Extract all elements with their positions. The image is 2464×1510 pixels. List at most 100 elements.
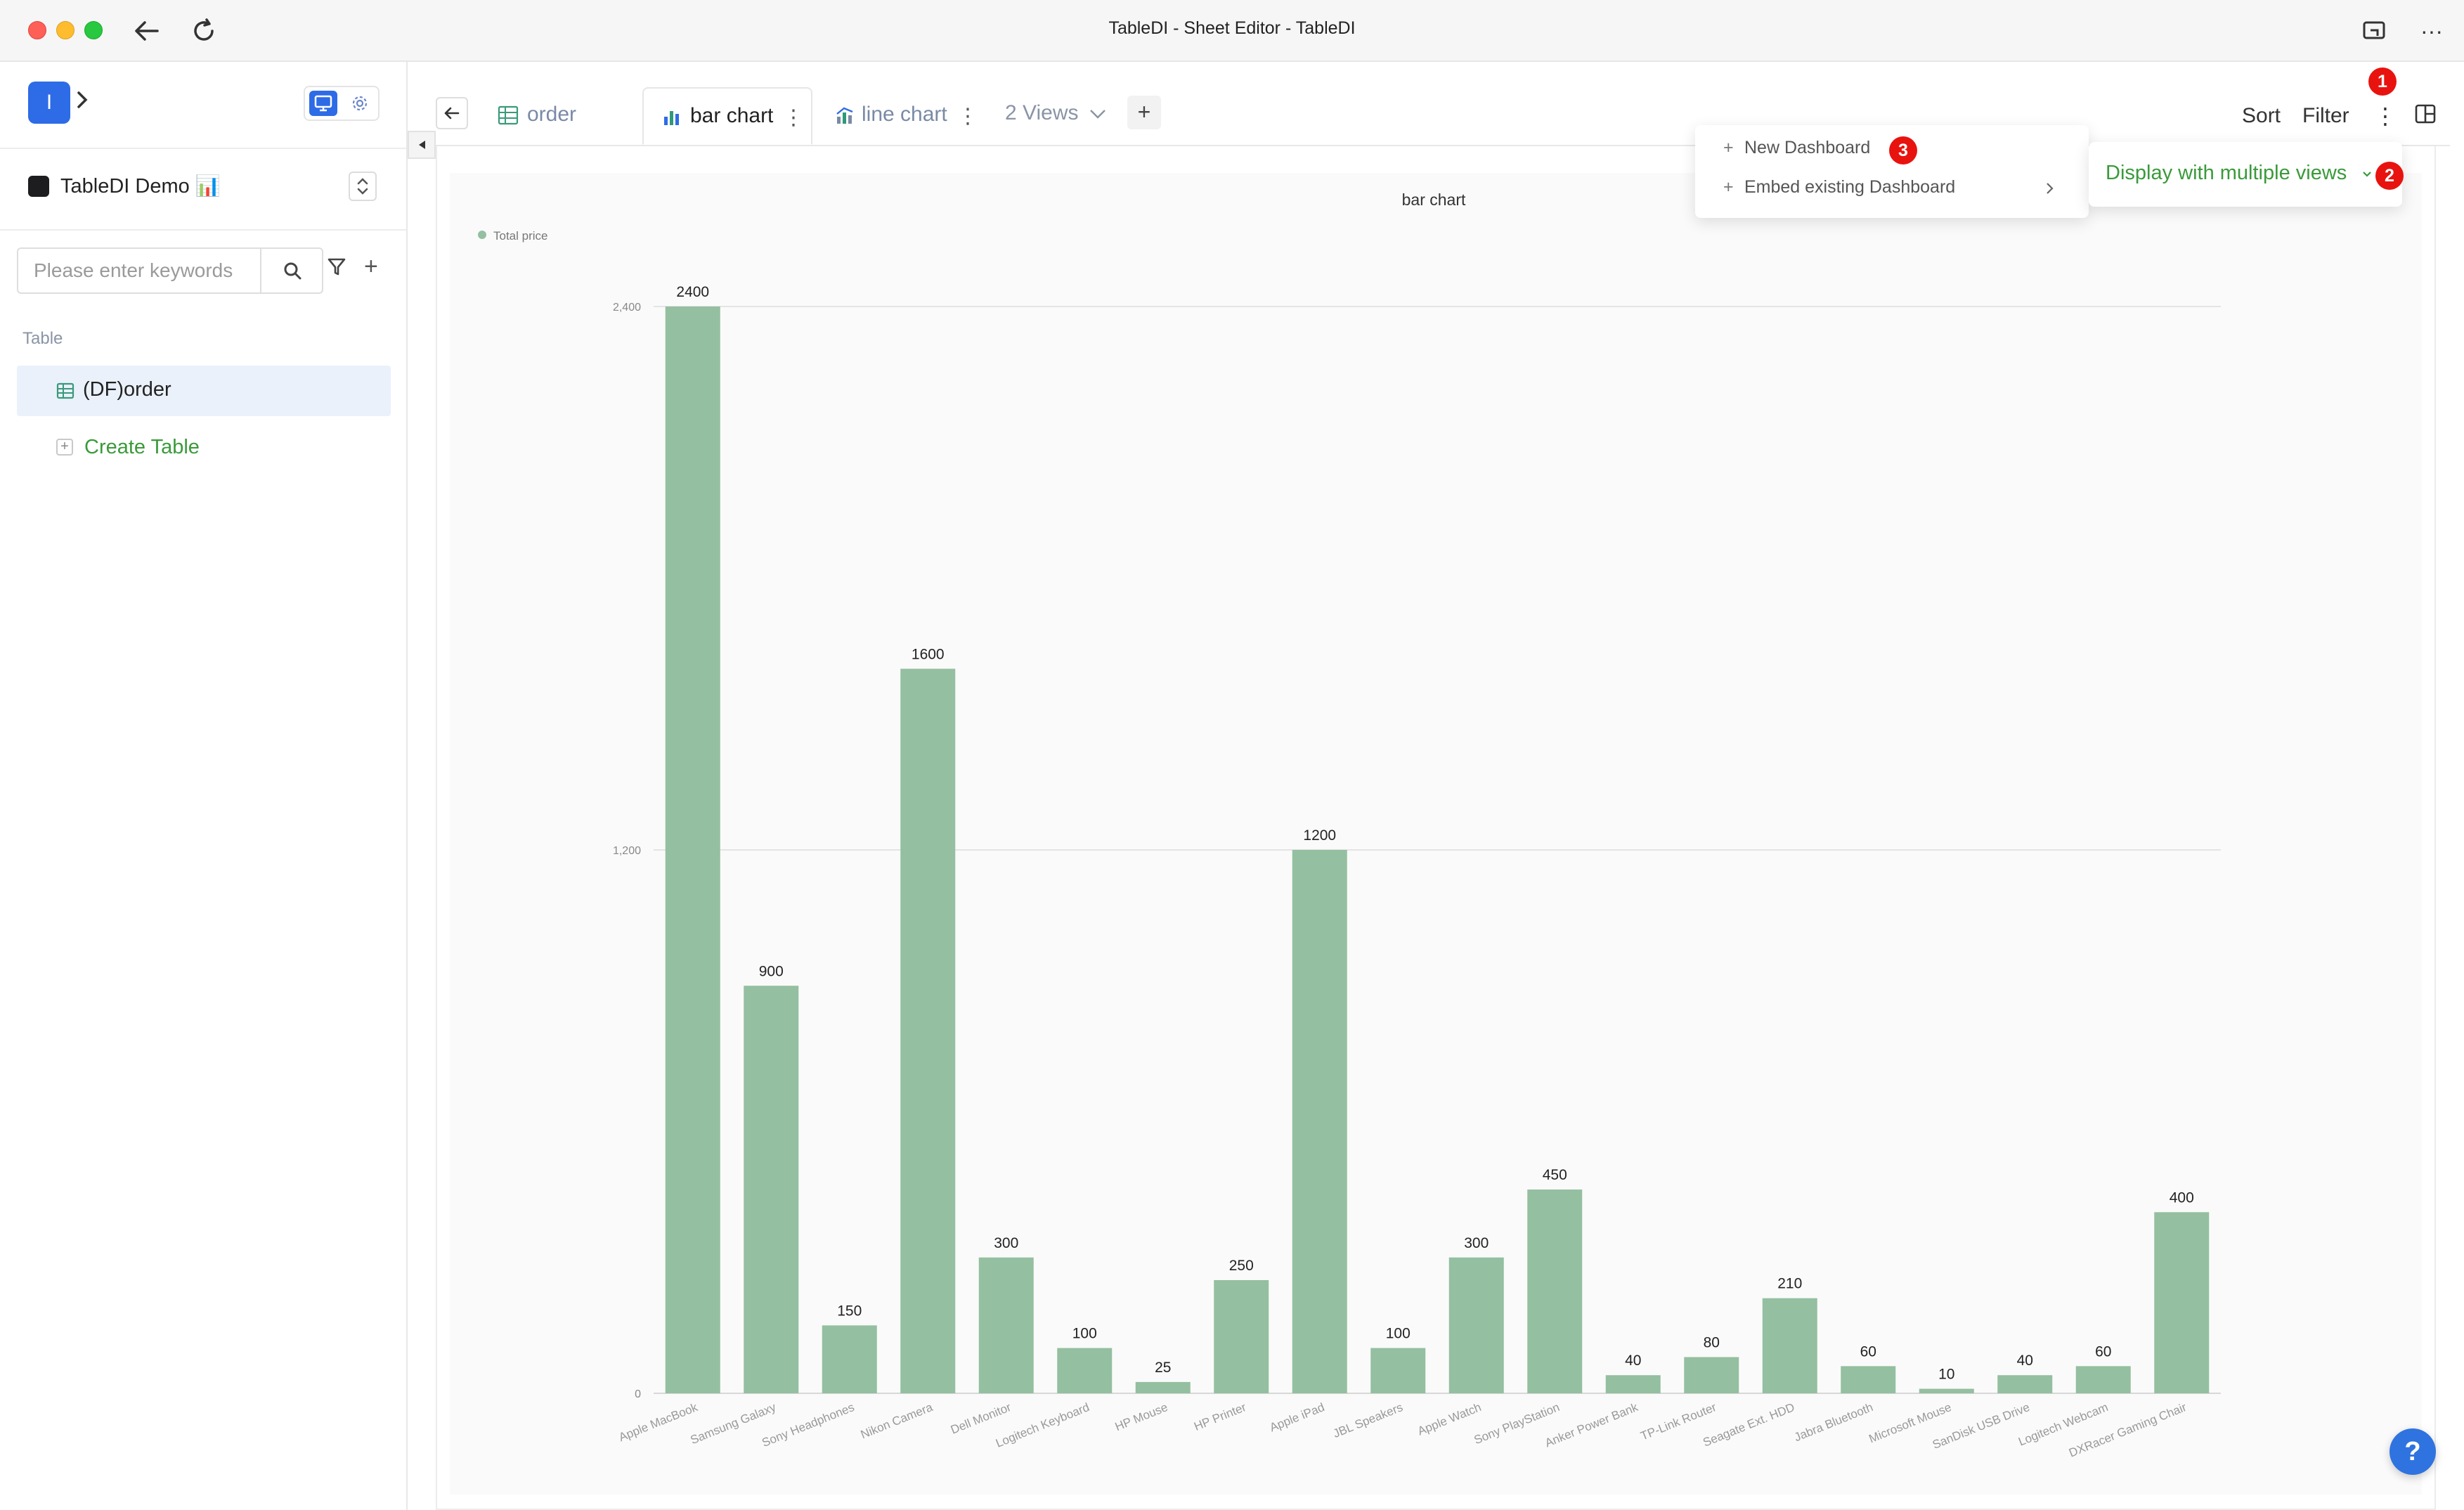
minimize-window-button[interactable] bbox=[56, 21, 74, 39]
close-window-button[interactable] bbox=[28, 21, 46, 39]
filter-button[interactable]: Filter bbox=[2302, 104, 2349, 127]
data-label: 300 bbox=[1464, 1235, 1489, 1251]
project-name[interactable]: TableDI Demo 📊 bbox=[60, 175, 221, 198]
bar bbox=[665, 306, 720, 1393]
x-tick-label: Apple MacBook bbox=[617, 1400, 700, 1444]
data-label: 80 bbox=[1704, 1334, 1720, 1350]
tab-bar-chart[interactable]: bar chart ⋮ bbox=[642, 87, 812, 145]
views-selector-label: 2 Views bbox=[1005, 101, 1079, 124]
data-label: 400 bbox=[2170, 1189, 2194, 1206]
x-tick-label: Nikon Camera bbox=[859, 1400, 935, 1442]
data-label: 1200 bbox=[1303, 827, 1336, 844]
data-label: 450 bbox=[1543, 1167, 1567, 1183]
add-view-button[interactable]: + bbox=[1127, 96, 1161, 129]
plus-icon: + bbox=[1723, 138, 1734, 157]
bar bbox=[1057, 1348, 1113, 1393]
table-grid-icon bbox=[498, 105, 519, 129]
step-badge: 1 bbox=[2368, 67, 2397, 96]
bar bbox=[822, 1325, 877, 1393]
divider bbox=[436, 145, 2450, 146]
divider bbox=[0, 229, 406, 231]
tab-label: order bbox=[527, 103, 577, 126]
search-button[interactable] bbox=[260, 249, 323, 292]
menu-item-label: Embed existing Dashboard bbox=[1744, 177, 1956, 197]
chevron-right-icon[interactable] bbox=[76, 90, 89, 113]
embed-dashboard-item[interactable]: + Embed existing Dashboard bbox=[1723, 177, 1955, 205]
project-switch-button[interactable] bbox=[349, 172, 377, 201]
data-label: 150 bbox=[837, 1303, 862, 1319]
bar bbox=[978, 1257, 1034, 1393]
chevron-down-icon bbox=[1090, 110, 1105, 119]
tab-menu-icon[interactable]: ⋮ bbox=[783, 106, 804, 129]
reload-icon[interactable] bbox=[187, 14, 221, 48]
data-label: 60 bbox=[1860, 1343, 1876, 1360]
divider bbox=[0, 148, 406, 149]
more-options-icon[interactable]: ··· bbox=[2420, 18, 2443, 44]
bar-chart-icon bbox=[662, 107, 682, 130]
x-tick-label: HP Printer bbox=[1192, 1400, 1248, 1433]
bar bbox=[2075, 1366, 2131, 1393]
arrow-left-icon bbox=[444, 107, 460, 120]
views-selector[interactable]: 2 Views bbox=[1005, 101, 1107, 125]
back-button[interactable] bbox=[436, 97, 468, 129]
bar bbox=[1762, 1298, 1817, 1393]
bar bbox=[1135, 1381, 1191, 1393]
tab-order[interactable]: order bbox=[485, 87, 625, 145]
chevron-down-icon bbox=[2363, 172, 2371, 177]
table-grid-icon bbox=[56, 382, 74, 403]
step-badge: 2 bbox=[2375, 162, 2404, 190]
data-label: 210 bbox=[1777, 1276, 1802, 1292]
tab-menu-icon[interactable]: ⋮ bbox=[957, 105, 978, 128]
settings-gear-icon[interactable] bbox=[346, 91, 374, 116]
window-titlebar: TableDI - Sheet Editor - TableDI ··· bbox=[0, 0, 2464, 62]
gridlines bbox=[654, 306, 2221, 1394]
legend-swatch bbox=[478, 231, 486, 239]
search-box bbox=[17, 247, 323, 294]
tab-line-chart[interactable]: line chart ⋮ bbox=[824, 87, 985, 145]
y-axis: 0 1,200 2,400 bbox=[613, 302, 641, 1400]
cast-icon[interactable] bbox=[2357, 14, 2391, 48]
layout-panel-icon[interactable] bbox=[2415, 104, 2436, 127]
workspace-logo[interactable]: I bbox=[28, 82, 70, 124]
collapse-sidebar-button[interactable] bbox=[408, 131, 436, 159]
window-title: TableDI - Sheet Editor - TableDI bbox=[1108, 18, 1356, 38]
data-label: 40 bbox=[2017, 1353, 2033, 1369]
new-dashboard-item[interactable]: + New Dashboard bbox=[1723, 138, 1870, 166]
create-table-label: Create Table bbox=[84, 436, 200, 458]
data-label: 2400 bbox=[676, 284, 709, 300]
bar bbox=[1684, 1357, 1739, 1393]
x-tick-label: Apple Watch bbox=[1415, 1400, 1483, 1438]
add-table-plus-icon[interactable]: + bbox=[364, 253, 378, 280]
back-arrow-icon[interactable] bbox=[129, 14, 163, 48]
x-tick-label: HP Mouse bbox=[1113, 1400, 1169, 1433]
filter-icon[interactable] bbox=[328, 257, 346, 280]
sidebar-item-order[interactable]: (DF)order bbox=[17, 366, 391, 416]
legend-item: Total price bbox=[493, 229, 547, 243]
bar bbox=[1841, 1366, 1896, 1393]
display-multiple-views-item[interactable]: Display with multiple views bbox=[2106, 162, 2347, 184]
bar bbox=[1919, 1388, 1974, 1393]
search-input[interactable] bbox=[18, 249, 261, 292]
maximize-window-button[interactable] bbox=[84, 21, 103, 39]
data-label: 10 bbox=[1938, 1367, 1954, 1383]
data-label: 300 bbox=[994, 1235, 1018, 1251]
bar bbox=[1527, 1189, 1583, 1393]
y-tick-label: 1,200 bbox=[613, 845, 641, 857]
more-menu-icon[interactable]: ⋮ bbox=[2374, 103, 2397, 129]
x-tick-label: Dell Monitor bbox=[949, 1400, 1013, 1437]
data-label: 1600 bbox=[912, 646, 945, 662]
help-button[interactable]: ? bbox=[2390, 1428, 2436, 1475]
sort-button[interactable]: Sort bbox=[2242, 104, 2281, 127]
view-mode-toggle bbox=[304, 86, 380, 121]
chart-title: bar chart bbox=[1402, 191, 1466, 209]
monitor-icon[interactable] bbox=[309, 91, 337, 116]
view-display-menu: Display with multiple views bbox=[2089, 142, 2402, 207]
tab-label: bar chart bbox=[690, 104, 774, 127]
bar bbox=[2154, 1212, 2210, 1393]
plus-icon: + bbox=[1723, 177, 1734, 197]
sidebar: I TableDI Demo 📊 + Table (DF)order + Cre… bbox=[0, 62, 408, 1510]
y-tick-label: 2,400 bbox=[613, 302, 641, 314]
x-tick-label: JBL Speakers bbox=[1331, 1400, 1405, 1440]
menu-item-label: New Dashboard bbox=[1744, 138, 1871, 157]
